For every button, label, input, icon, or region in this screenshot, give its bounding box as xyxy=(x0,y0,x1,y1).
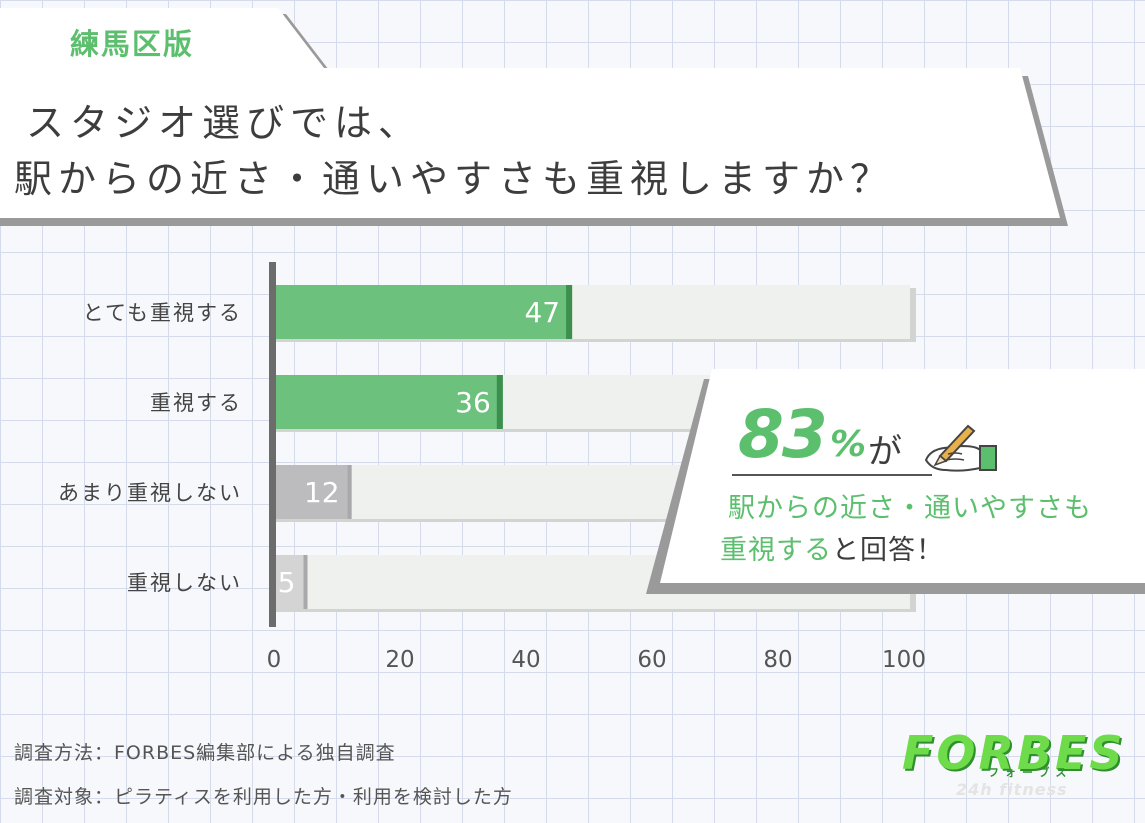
x-tick-label: 80 xyxy=(763,647,792,673)
x-tick-label: 0 xyxy=(267,647,282,673)
callout-percent-value: 83 xyxy=(738,396,828,473)
survey-method: 調査方法：FORBES編集部による独自調査 xyxy=(14,742,396,764)
bar-end-accent xyxy=(496,375,503,429)
callout-percent-sign: % xyxy=(830,424,867,465)
bar xyxy=(276,285,573,339)
callout-answer: と回答！ xyxy=(832,535,944,566)
callout-underline xyxy=(732,474,932,476)
bar-end-accent xyxy=(303,555,308,609)
bar-end-accent xyxy=(347,465,352,519)
bar xyxy=(276,555,308,609)
bar-value-label: 36 xyxy=(455,386,491,419)
category-label: 重視しない xyxy=(127,571,242,595)
category-label: とても重視する xyxy=(83,301,242,325)
callout-box xyxy=(660,369,1145,583)
question-title-line1: スタジオ選びでは、 xyxy=(26,101,423,145)
bar xyxy=(276,465,352,519)
x-tick-label: 40 xyxy=(511,647,540,673)
title-box xyxy=(0,68,1060,218)
x-tick-label: 100 xyxy=(882,647,926,673)
category-label: 重視する xyxy=(150,391,242,415)
callout-highlight: 重視する xyxy=(720,535,832,566)
forbes-logo-tagline: 24h fitness xyxy=(956,780,1068,799)
callout-text-line1: 駅からの近さ・通いやすさも xyxy=(728,493,1092,524)
y-axis-line xyxy=(269,262,276,627)
x-tick-label: 60 xyxy=(637,647,666,673)
question-title-line2: 駅からの近さ・通いやすさも重視しますか？ xyxy=(14,157,895,201)
region-tab xyxy=(0,8,324,68)
forbes-logo: FORBES xyxy=(902,726,1126,780)
callout-percent-suffix: が xyxy=(868,432,902,472)
hand-with-pencil-icon xyxy=(924,424,997,472)
bar-end-accent xyxy=(566,285,573,339)
callout-text-line2: 重視すると回答！ xyxy=(720,528,944,567)
region-tab-label: 練馬区版 xyxy=(70,27,195,61)
bar xyxy=(276,375,503,429)
bar-value-label: 47 xyxy=(524,296,560,329)
bar-value-label: 5 xyxy=(278,566,296,599)
bar-value-label: 12 xyxy=(304,476,340,509)
survey-target: 調査対象：ピラティスを利用した方・利用を検討した方 xyxy=(14,786,513,808)
category-label: あまり重視しない xyxy=(58,481,242,505)
forbes-logo-kana: フォーブス xyxy=(988,766,1073,779)
x-tick-label: 20 xyxy=(385,647,414,673)
